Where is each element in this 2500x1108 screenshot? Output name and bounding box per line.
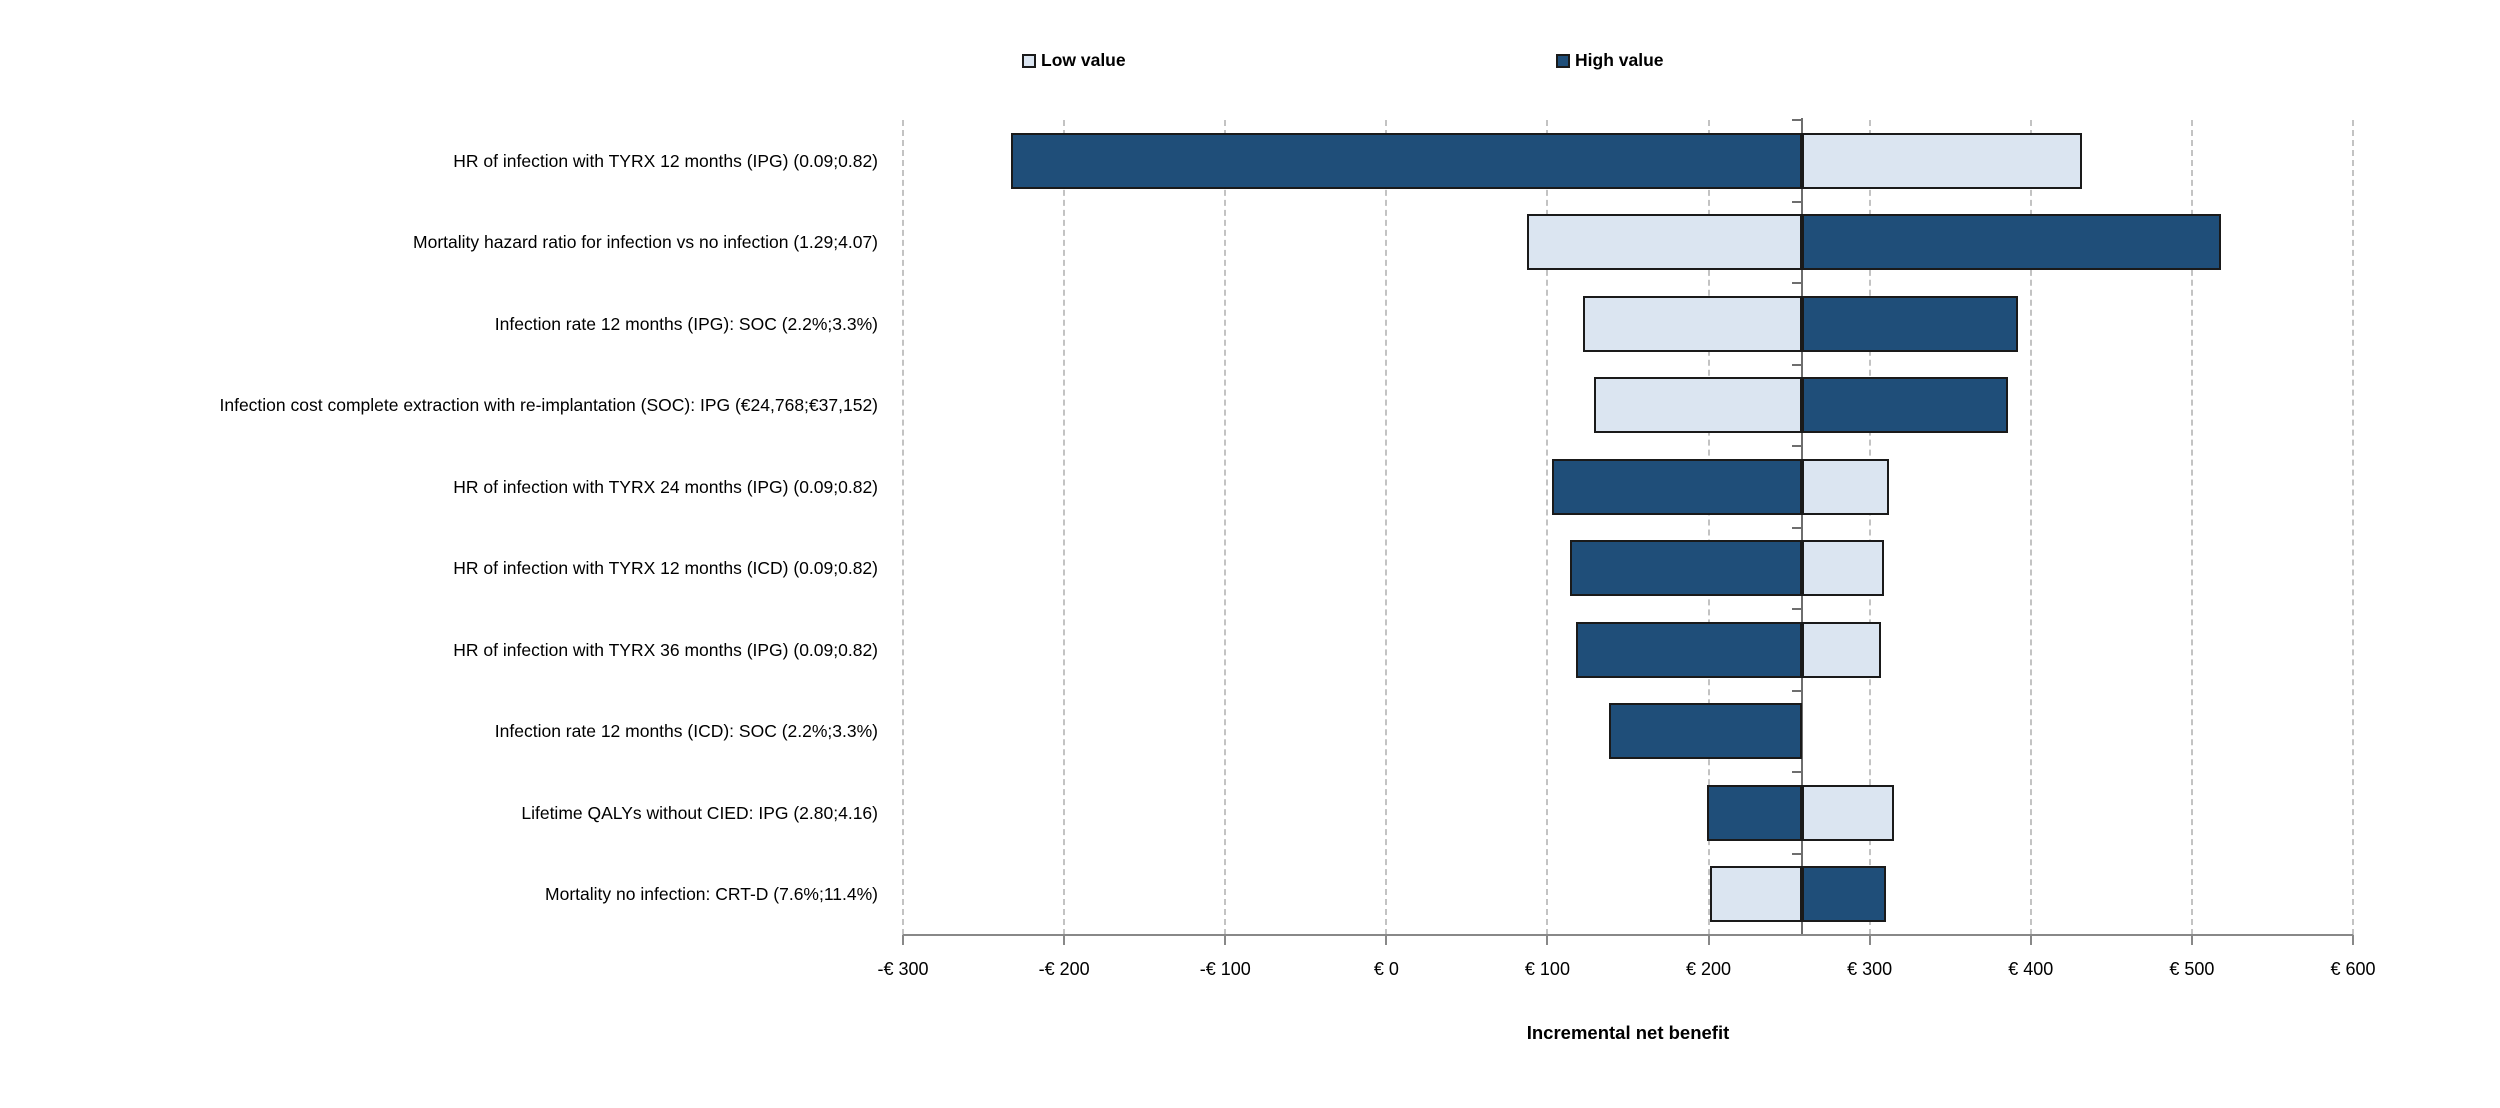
- gridline: [2190, 120, 2193, 935]
- base-axis-tick: [1792, 445, 1801, 447]
- bar-high-value: [1608, 703, 1802, 760]
- category-label: Infection rate 12 months (ICD): SOC (2.2…: [494, 721, 878, 742]
- base-axis-tick: [1792, 200, 1801, 203]
- legend-swatch-high-icon: [1556, 53, 1570, 68]
- x-axis-tick-label: € 300: [1847, 959, 1893, 979]
- bar-low-value: [1802, 132, 2083, 189]
- x-axis-tick-label: € 200: [1686, 959, 1732, 979]
- bar-high-value: [1802, 295, 2018, 352]
- category-label: Infection cost complete extraction with …: [219, 395, 878, 416]
- bar-low-value: [1582, 295, 1802, 352]
- x-axis-line: [903, 934, 2353, 936]
- gridline: [2029, 120, 2032, 935]
- gridline: [2352, 120, 2354, 935]
- category-label: Mortality no infection: CRT-D (7.6%;11.4…: [545, 884, 878, 905]
- x-axis-tick: [2352, 935, 2354, 945]
- base-axis-tick: [1792, 689, 1801, 692]
- x-axis-tick-label: € 600: [2330, 959, 2376, 979]
- x-axis-tick: [1707, 935, 1710, 945]
- legend-swatch-low-icon: [1022, 53, 1036, 68]
- bar-high-value: [1552, 458, 1802, 515]
- base-axis-tick: [1792, 119, 1801, 121]
- x-axis-tick-label: € 400: [2008, 959, 2054, 979]
- x-axis-tick-label: -€ 100: [1199, 959, 1251, 979]
- category-label: HR of infection with TYRX 12 months (ICD…: [453, 558, 878, 579]
- x-axis-tick: [2029, 935, 2032, 945]
- bar-high-value: [1570, 540, 1802, 597]
- x-axis-tick: [1546, 935, 1549, 945]
- x-axis-tick-label: € 500: [2169, 959, 2215, 979]
- gridline: [1063, 120, 1066, 935]
- category-label: HR of infection with TYRX 36 months (IPG…: [453, 639, 878, 660]
- x-axis-tick-label: € 100: [1524, 959, 1570, 979]
- x-axis-tick-label: € 0: [1373, 959, 1399, 979]
- x-axis-tick-label: -€ 200: [1038, 959, 1090, 979]
- bar-low-value: [1710, 866, 1802, 923]
- gridline: [1546, 120, 1549, 935]
- bar-high-value: [1802, 377, 2009, 434]
- base-axis-tick: [1792, 608, 1801, 610]
- x-axis-title: Incremental net benefit: [1526, 1022, 1730, 1043]
- legend-label-low: Low value: [1041, 50, 1126, 70]
- bar-low-value: [1802, 621, 1881, 678]
- base-axis-tick: [1792, 526, 1801, 529]
- x-axis-tick: [1224, 935, 1227, 945]
- category-label: Infection rate 12 months (IPG): SOC (2.2…: [494, 313, 878, 334]
- category-label: HR of infection with TYRX 12 months (IPG…: [453, 150, 878, 171]
- x-axis-tick: [1063, 935, 1066, 945]
- bar-high-value: [1802, 866, 1886, 923]
- legend-item-low: Low value: [1022, 50, 1126, 71]
- base-axis-tick: [1792, 363, 1801, 366]
- bar-high-value: [1010, 132, 1802, 189]
- base-axis-tick: [1792, 852, 1801, 855]
- gridline: [902, 120, 904, 935]
- bar-low-value: [1802, 458, 1889, 515]
- category-label: Lifetime QALYs without CIED: IPG (2.80;4…: [521, 802, 878, 823]
- bar-low-value: [1802, 540, 1885, 597]
- base-value-line: [1801, 118, 1803, 935]
- base-axis-tick: [1792, 282, 1801, 284]
- bar-low-value: [1802, 784, 1894, 841]
- bar-high-value: [1576, 621, 1802, 678]
- x-axis-tick: [902, 935, 904, 945]
- bar-low-value: [1594, 377, 1802, 434]
- gridline: [1707, 120, 1710, 935]
- gridline: [1385, 120, 1388, 935]
- base-axis-tick: [1792, 771, 1801, 773]
- x-axis-tick: [1868, 935, 1871, 945]
- gridline: [1224, 120, 1227, 935]
- category-label: Mortality hazard ratio for infection vs …: [413, 232, 878, 253]
- gridline: [1868, 120, 1871, 935]
- bar-low-value: [1526, 214, 1802, 271]
- legend-item-high: High value: [1556, 50, 1664, 71]
- x-axis-tick: [1385, 935, 1388, 945]
- category-label: HR of infection with TYRX 24 months (IPG…: [453, 476, 878, 497]
- legend-label-high: High value: [1575, 50, 1664, 70]
- x-axis-tick-label: -€ 300: [877, 959, 929, 979]
- bar-high-value: [1706, 784, 1802, 841]
- x-axis-tick: [2190, 935, 2193, 945]
- bar-high-value: [1802, 214, 2221, 271]
